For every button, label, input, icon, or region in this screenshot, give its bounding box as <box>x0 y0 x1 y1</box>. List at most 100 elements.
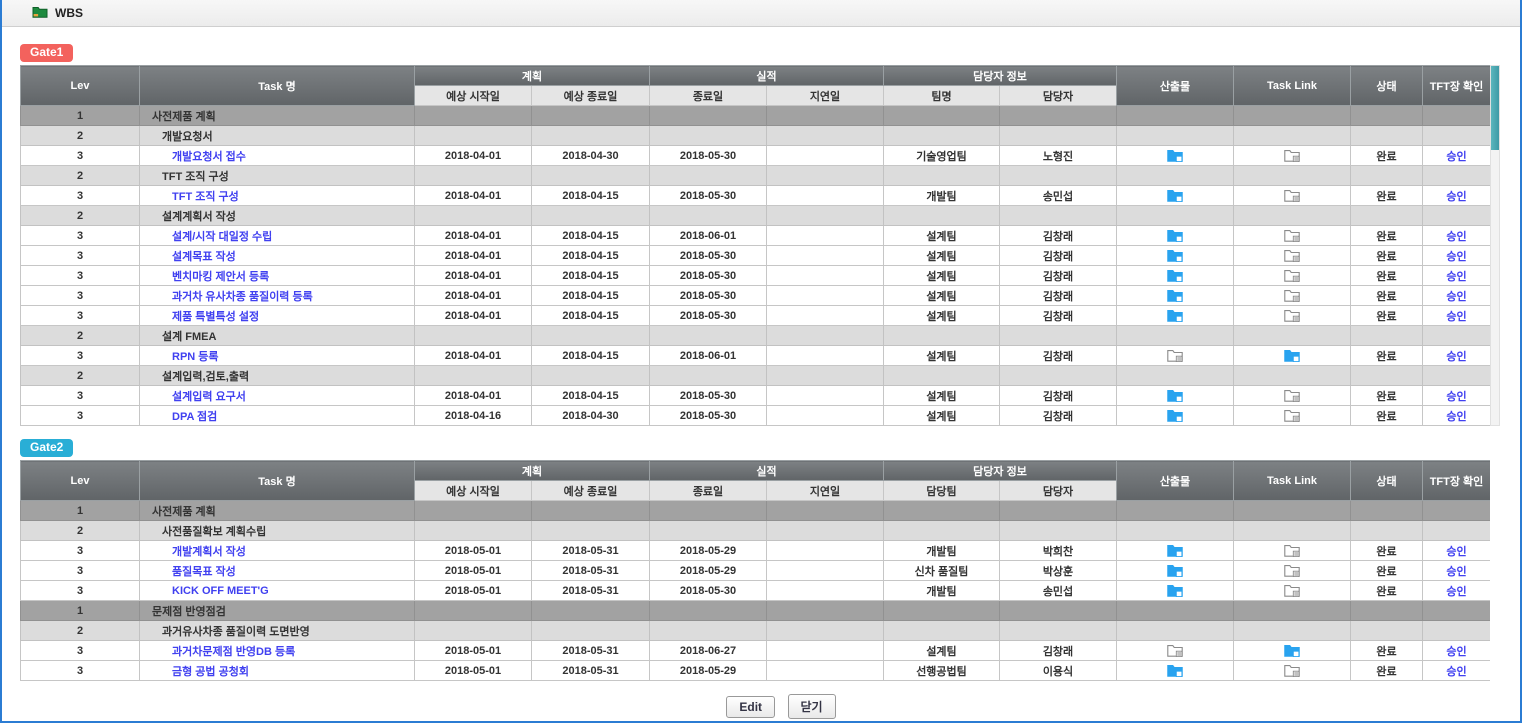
deliverable-folder-icon[interactable] <box>1167 289 1183 303</box>
approve-link[interactable]: 승인 <box>1446 350 1467 363</box>
deliverable-folder-icon[interactable] <box>1167 584 1183 598</box>
status-label: 완료 <box>1350 560 1423 581</box>
task-link-folder-icon[interactable] <box>1284 249 1300 263</box>
task-name-link[interactable]: RPN 등록 <box>172 350 219 363</box>
deliverable-cell <box>1116 640 1234 661</box>
delay-days <box>766 145 884 166</box>
task-name-link[interactable]: DPA 점검 <box>172 410 218 423</box>
col-group-actual: 실적 <box>649 460 884 481</box>
task-link-folder-icon[interactable] <box>1284 289 1300 303</box>
task-name-link[interactable]: 설계/시작 대일정 수립 <box>172 230 273 243</box>
deliverable-folder-icon[interactable] <box>1167 349 1183 363</box>
window-title: WBS <box>55 6 83 20</box>
approve-link[interactable]: 승인 <box>1446 230 1467 243</box>
task-name-cell: 개발요청서 접수 <box>139 145 415 166</box>
row-level: 3 <box>20 385 140 406</box>
task-link-folder-icon[interactable] <box>1284 544 1300 558</box>
team-name <box>883 520 1000 541</box>
gate1-scrollbar-thumb[interactable] <box>1491 66 1499 150</box>
deliverable-folder-icon[interactable] <box>1167 644 1183 658</box>
deliverable-folder-icon[interactable] <box>1167 309 1183 323</box>
task-row: 3 DPA 점검 2018-04-16 2018-04-30 2018-05-30 설계팀… <box>20 405 1491 426</box>
team-name <box>883 205 1000 226</box>
deliverable-cell <box>1116 285 1234 306</box>
task-name-link[interactable]: 개발요청서 접수 <box>172 150 246 163</box>
task-name-link[interactable]: 개발계획서 작성 <box>172 545 246 558</box>
actual-end-date: 2018-05-30 <box>649 145 767 166</box>
gate1-scrollbar[interactable] <box>1490 65 1500 426</box>
deliverable-folder-icon[interactable] <box>1167 269 1183 283</box>
task-name-link[interactable]: TFT 조직 구성 <box>172 190 239 203</box>
approve-link[interactable]: 승인 <box>1446 565 1467 578</box>
approve-link[interactable]: 승인 <box>1446 645 1467 658</box>
row-level: 3 <box>20 560 140 581</box>
deliverable-folder-icon[interactable] <box>1167 229 1183 243</box>
approve-link[interactable]: 승인 <box>1446 250 1467 263</box>
task-link-folder-icon[interactable] <box>1284 149 1300 163</box>
deliverable-cell <box>1116 165 1234 186</box>
approve-link[interactable]: 승인 <box>1446 290 1467 303</box>
task-name-link[interactable]: 제품 특별특성 설정 <box>172 310 260 323</box>
task-name-link[interactable]: 과거차 유사차종 품질이력 등록 <box>172 290 313 303</box>
team-name <box>883 325 1000 346</box>
approve-link[interactable]: 승인 <box>1446 190 1467 203</box>
row-level: 3 <box>20 660 140 681</box>
deliverable-folder-icon[interactable] <box>1167 389 1183 403</box>
task-name-link[interactable]: 벤치마킹 제안서 등록 <box>172 270 270 283</box>
task-link-folder-icon[interactable] <box>1284 349 1300 363</box>
task-link-folder-icon[interactable] <box>1284 309 1300 323</box>
task-name-link[interactable]: 과거차문제점 반영DB 등록 <box>172 645 296 658</box>
row-level: 3 <box>20 580 140 601</box>
edit-button[interactable]: Edit <box>726 696 776 718</box>
task-link-folder-icon[interactable] <box>1284 269 1300 283</box>
task-link-cell <box>1233 305 1351 326</box>
task-name-link[interactable]: 품질목표 작성 <box>172 565 236 578</box>
task-name-link[interactable]: 금형 공법 공청회 <box>172 665 249 678</box>
deliverable-folder-icon[interactable] <box>1167 409 1183 423</box>
task-link-folder-icon[interactable] <box>1284 644 1300 658</box>
deliverable-cell <box>1116 125 1234 146</box>
approve-link[interactable]: 승인 <box>1446 410 1467 423</box>
task-link-folder-icon[interactable] <box>1284 409 1300 423</box>
approve-link[interactable]: 승인 <box>1446 270 1467 283</box>
deliverable-folder-icon[interactable] <box>1167 664 1183 678</box>
plan-end-date: 2018-05-31 <box>531 640 650 661</box>
close-button[interactable]: 닫기 <box>787 694 836 719</box>
deliverable-folder-icon[interactable] <box>1167 544 1183 558</box>
delay-days <box>766 325 884 346</box>
delay-days <box>766 640 884 661</box>
plan-start-date: 2018-05-01 <box>414 560 532 581</box>
task-name-link[interactable]: 설계입력 요구서 <box>172 390 246 403</box>
task-name-link[interactable]: 설계목표 작성 <box>172 250 236 263</box>
approve-link[interactable]: 승인 <box>1446 390 1467 403</box>
task-name-link[interactable]: KICK OFF MEET'G <box>172 584 269 597</box>
task-link-folder-icon[interactable] <box>1284 389 1300 403</box>
approve-link[interactable]: 승인 <box>1446 310 1467 323</box>
tft-confirm-cell: 승인 <box>1422 405 1491 426</box>
task-link-folder-icon[interactable] <box>1284 664 1300 678</box>
approve-link[interactable]: 승인 <box>1446 585 1467 598</box>
task-link-folder-icon[interactable] <box>1284 584 1300 598</box>
deliverable-folder-icon[interactable] <box>1167 149 1183 163</box>
row-level: 3 <box>20 285 140 306</box>
task-link-folder-icon[interactable] <box>1284 229 1300 243</box>
deliverable-folder-icon[interactable] <box>1167 189 1183 203</box>
task-link-folder-icon[interactable] <box>1284 564 1300 578</box>
deliverable-folder-icon[interactable] <box>1167 564 1183 578</box>
row-level: 3 <box>20 540 140 561</box>
deliverable-folder-icon[interactable] <box>1167 249 1183 263</box>
delay-days <box>766 205 884 226</box>
actual-end-date: 2018-05-30 <box>649 405 767 426</box>
deliverable-cell <box>1116 560 1234 581</box>
task-row: 2 설계입력,검토,출력 <box>20 365 1491 386</box>
actual-end-date <box>649 205 767 226</box>
delay-days <box>766 660 884 681</box>
approve-link[interactable]: 승인 <box>1446 150 1467 163</box>
approve-link[interactable]: 승인 <box>1446 545 1467 558</box>
task-link-folder-icon[interactable] <box>1284 189 1300 203</box>
approve-link[interactable]: 승인 <box>1446 665 1467 678</box>
plan-end-date <box>531 600 650 621</box>
task-name-cell: 금형 공법 공청회 <box>139 660 415 681</box>
owner-name: 김창래 <box>999 640 1117 661</box>
task-name-cell: 사전제품 계획 <box>139 500 415 521</box>
